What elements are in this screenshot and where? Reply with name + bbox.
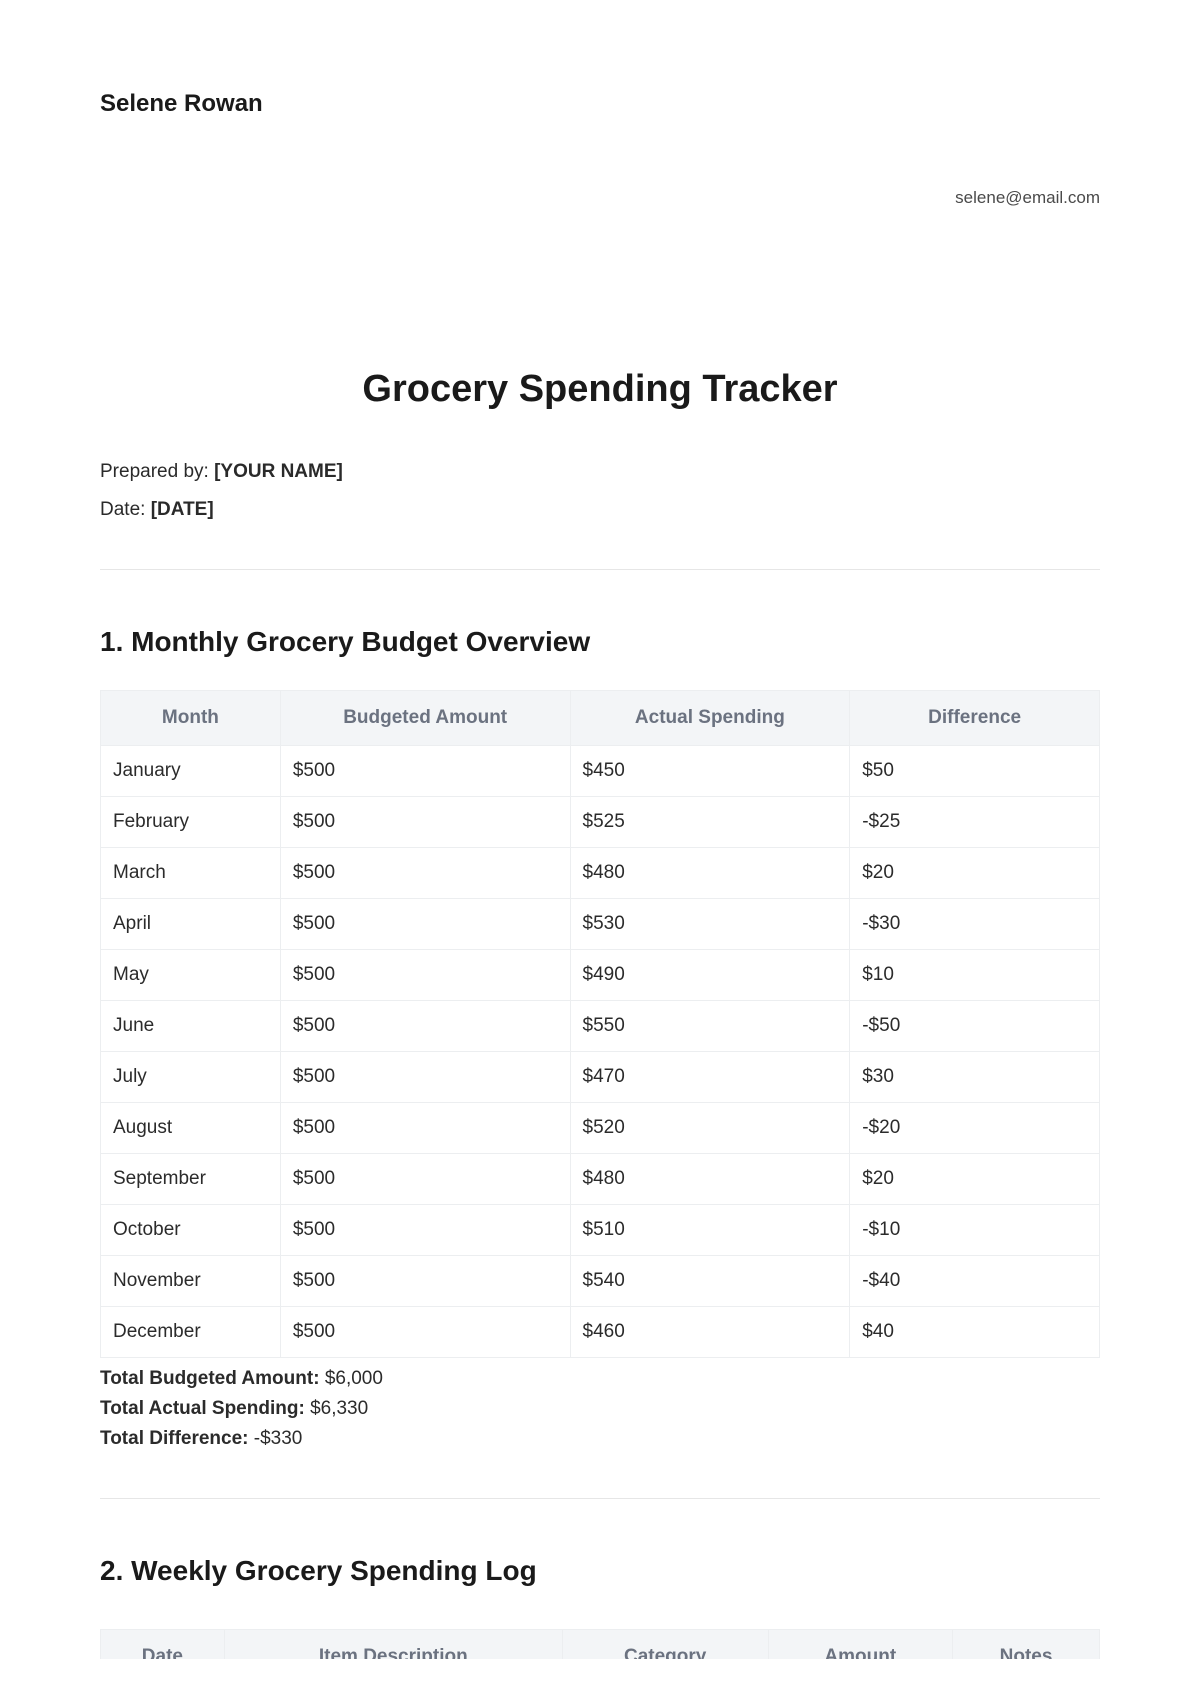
table-cell: $540 [570,1256,850,1307]
table-row: March$500$480$20 [101,848,1100,899]
col-difference: Difference [850,691,1100,746]
col-amount: Amount [768,1630,953,1660]
totals-block: Total Budgeted Amount: $6,000 Total Actua… [100,1368,1100,1450]
table-cell: $30 [850,1052,1100,1103]
table-cell: $500 [280,1307,570,1358]
table-cell: $470 [570,1052,850,1103]
table-cell: $460 [570,1307,850,1358]
prepared-by-line: Prepared by: [YOUR NAME] [100,461,1100,483]
table-cell: $40 [850,1307,1100,1358]
table-cell: $500 [280,797,570,848]
author-email: selene@email.com [100,188,1100,208]
table-cell: $500 [280,1001,570,1052]
table-row: August$500$520-$20 [101,1103,1100,1154]
prepared-by-label: Prepared by: [100,461,214,482]
total-label: Total Actual Spending: [100,1398,310,1419]
table-cell: $20 [850,848,1100,899]
total-line: Total Budgeted Amount: $6,000 [100,1368,1100,1390]
table-row: April$500$530-$30 [101,899,1100,950]
section-divider-2 [100,1498,1100,1499]
col-notes: Notes [953,1630,1100,1660]
table-cell: -$40 [850,1256,1100,1307]
section-1-heading: 1. Monthly Grocery Budget Overview [100,626,1100,658]
table-cell: -$30 [850,899,1100,950]
col-category: Category [562,1630,768,1660]
table-cell: $550 [570,1001,850,1052]
table-cell: September [101,1154,281,1205]
table-cell: $20 [850,1154,1100,1205]
table-cell: April [101,899,281,950]
table-cell: December [101,1307,281,1358]
table-row: September$500$480$20 [101,1154,1100,1205]
date-value: [DATE] [151,499,214,520]
table-header-row: Date Item Description Category Amount No… [101,1630,1100,1660]
table-cell: $500 [280,1103,570,1154]
table-cell: $500 [280,1205,570,1256]
table-header-row: Month Budgeted Amount Actual Spending Di… [101,691,1100,746]
table-row: February$500$525-$25 [101,797,1100,848]
table-cell: $480 [570,1154,850,1205]
table-row: December$500$460$40 [101,1307,1100,1358]
weekly-log-table: Date Item Description Category Amount No… [100,1629,1100,1659]
table-cell: $510 [570,1205,850,1256]
table-cell: $10 [850,950,1100,1001]
table-cell: $500 [280,1256,570,1307]
table-row: October$500$510-$10 [101,1205,1100,1256]
total-value: $6,330 [310,1398,368,1419]
prepared-by-value: [YOUR NAME] [214,461,343,482]
table-cell: $500 [280,848,570,899]
table-cell: $480 [570,848,850,899]
table-cell: -$50 [850,1001,1100,1052]
table-row: June$500$550-$50 [101,1001,1100,1052]
table-cell: $490 [570,950,850,1001]
table-cell: $500 [280,950,570,1001]
table-cell: January [101,746,281,797]
section-divider [100,569,1100,570]
table-row: May$500$490$10 [101,950,1100,1001]
col-actual: Actual Spending [570,691,850,746]
table-cell: -$20 [850,1103,1100,1154]
table-cell: $450 [570,746,850,797]
page-title: Grocery Spending Tracker [100,368,1100,411]
table-cell: $500 [280,899,570,950]
table-cell: March [101,848,281,899]
table-cell: July [101,1052,281,1103]
date-label: Date: [100,499,151,520]
table-cell: $500 [280,1052,570,1103]
table-cell: $520 [570,1103,850,1154]
table-cell: June [101,1001,281,1052]
table-cell: $500 [280,746,570,797]
total-value: -$330 [254,1428,303,1449]
col-budgeted: Budgeted Amount [280,691,570,746]
budget-overview-table: Month Budgeted Amount Actual Spending Di… [100,690,1100,1358]
table-cell: $50 [850,746,1100,797]
table-cell: February [101,797,281,848]
table-cell: November [101,1256,281,1307]
table-cell: -$10 [850,1205,1100,1256]
table-cell: $530 [570,899,850,950]
table-cell: October [101,1205,281,1256]
total-label: Total Budgeted Amount: [100,1368,325,1389]
table-cell: $525 [570,797,850,848]
total-line: Total Actual Spending: $6,330 [100,1398,1100,1420]
section-2-heading: 2. Weekly Grocery Spending Log [100,1555,1100,1587]
author-name: Selene Rowan [100,90,1100,118]
table-row: July$500$470$30 [101,1052,1100,1103]
total-value: $6,000 [325,1368,383,1389]
col-item-description: Item Description [224,1630,562,1660]
table-cell: -$25 [850,797,1100,848]
col-date: Date [101,1630,225,1660]
weekly-log-clip: Date Item Description Category Amount No… [100,1619,1100,1659]
col-month: Month [101,691,281,746]
table-row: November$500$540-$40 [101,1256,1100,1307]
table-cell: May [101,950,281,1001]
table-cell: August [101,1103,281,1154]
table-row: January$500$450$50 [101,746,1100,797]
table-cell: $500 [280,1154,570,1205]
date-line: Date: [DATE] [100,499,1100,521]
total-line: Total Difference: -$330 [100,1428,1100,1450]
document-page: Selene Rowan selene@email.com Grocery Sp… [0,0,1200,1699]
total-label: Total Difference: [100,1428,254,1449]
